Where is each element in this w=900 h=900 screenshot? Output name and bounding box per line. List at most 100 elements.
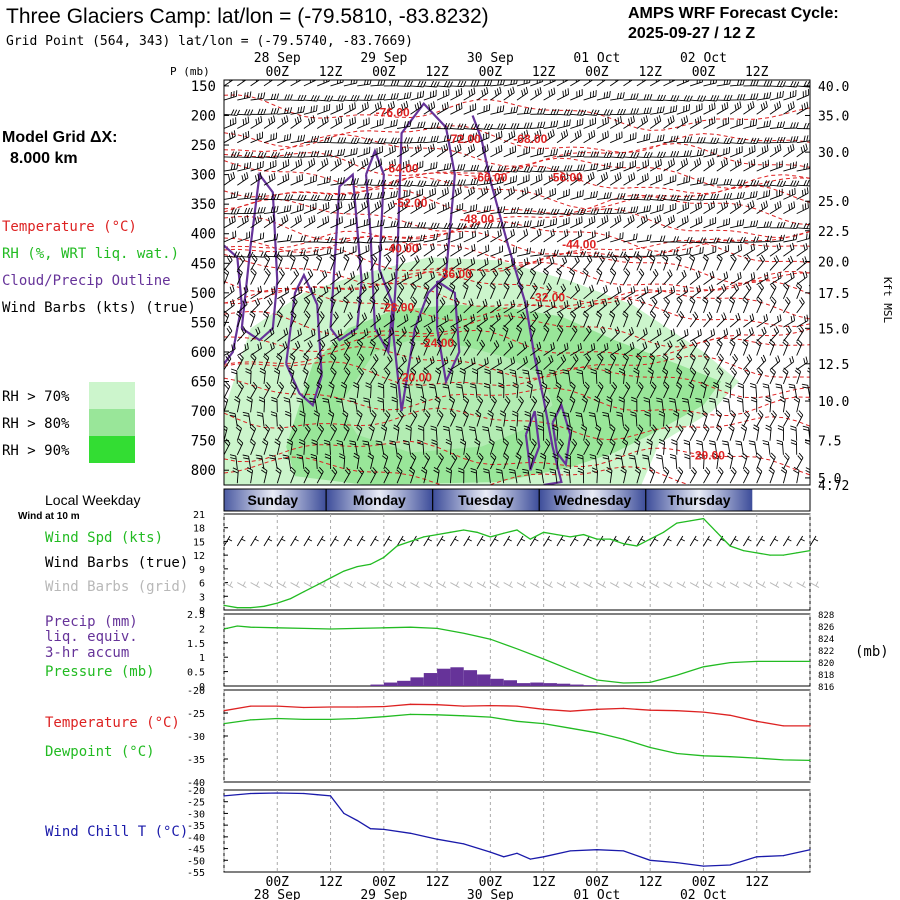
wind-barb: [634, 438, 641, 455]
wind-barb: [290, 80, 302, 87]
wind-barb: [396, 314, 409, 328]
wind-barb: [410, 296, 418, 314]
wind-barb: [410, 160, 424, 172]
grid-wind-barb: [370, 581, 380, 588]
wind-barb: [397, 137, 413, 144]
wind-barb: [743, 190, 758, 200]
kft-tick-label: 35.0: [818, 109, 849, 124]
wind-barb: [716, 117, 730, 129]
wind-barb: [349, 440, 358, 455]
wind-barb: [769, 282, 777, 300]
wind-barb: [276, 310, 283, 328]
wind-barb: [343, 200, 356, 214]
wind-barb: [676, 175, 691, 186]
weekday-segment: [432, 489, 540, 511]
surface-wind-barb: [689, 535, 699, 547]
wind-barb: [569, 438, 578, 456]
wind-barb: [370, 367, 378, 385]
weekday-name: Tuesday: [458, 492, 514, 508]
wind-barb: [783, 233, 798, 243]
wind-barb: [224, 379, 225, 384]
wind-barb: [690, 149, 705, 158]
wind-barb: [237, 91, 252, 101]
wind-barb: [756, 282, 764, 300]
wind-chill-line-point: [543, 856, 545, 858]
wind-barb: [396, 144, 409, 158]
wind-barb: [650, 151, 666, 158]
grid-wind-barb: [250, 581, 260, 588]
wind-barb: [417, 439, 425, 455]
bottom-hour-label: 00Z: [372, 875, 396, 890]
wind-speed-line-point: [516, 529, 518, 531]
wind-barb: [224, 215, 236, 229]
wind-barb: [596, 381, 604, 399]
wind-barb: [250, 254, 258, 271]
wind-barb: [663, 151, 680, 158]
wind-barb: [689, 353, 696, 370]
wind-barb: [383, 327, 395, 342]
wind-barb: [315, 253, 323, 271]
wind-barb: [623, 254, 630, 271]
wind-barb: [716, 467, 724, 484]
wind-barb: [237, 192, 253, 200]
wind-barb: [370, 158, 383, 172]
precip-bar: [517, 683, 531, 686]
wind-barb: [357, 178, 373, 186]
wind-barb: [729, 146, 743, 158]
wind-barb: [741, 452, 748, 470]
pressure-tick-label: 350: [191, 197, 216, 213]
wind-barb: [263, 253, 271, 271]
wind-barb: [383, 190, 398, 200]
wind-barb: [583, 151, 600, 158]
wind-barb: [689, 467, 697, 484]
wind-barb: [716, 283, 727, 300]
wind-speed-line-point: [702, 517, 705, 520]
precip-liq-label: liq. equiv.: [45, 629, 138, 645]
wind-barb: [770, 222, 786, 229]
wind-barb: [676, 115, 689, 129]
wind-barb: [303, 174, 317, 186]
surface-wind-barb: [676, 535, 686, 547]
wind-barb: [370, 467, 377, 484]
weekday-segment: [326, 489, 433, 511]
wind-barb: [356, 339, 364, 356]
dewpoint-line-point: [383, 716, 385, 718]
temperature-line-point: [409, 703, 412, 705]
wind-barb: [423, 222, 440, 229]
wind-barb: [790, 425, 798, 441]
top-hour-label: 00Z: [585, 65, 609, 80]
wind-barb: [523, 425, 531, 441]
grid-wind-barb: [263, 581, 274, 588]
precip-bar: [463, 670, 478, 686]
wind-barb: [557, 250, 573, 257]
wind-barb: [447, 367, 454, 384]
precip-bar: [490, 678, 504, 686]
wind-barb: [543, 355, 554, 371]
cloud-outline: [224, 101, 572, 485]
wind-barb: [689, 424, 697, 441]
wind-barb: [583, 109, 600, 116]
wind-barb: [450, 163, 466, 172]
wind-barb: [516, 122, 533, 129]
pressure-tick-label: 826: [818, 623, 834, 633]
wind-barb: [743, 179, 760, 187]
wind-barb: [743, 327, 754, 342]
wind-barb: [263, 151, 280, 159]
wind-barb: [330, 157, 342, 172]
wind-barb: [463, 178, 479, 186]
wind-barb: [769, 367, 776, 385]
wind-barb: [703, 217, 717, 229]
panel-y-tick-label: 0: [199, 606, 205, 617]
wind-barb: [623, 108, 639, 115]
wind-barb: [756, 326, 767, 342]
wind-barb: [676, 269, 687, 285]
wind-barb: [636, 268, 645, 285]
wind-barb: [476, 123, 494, 131]
wind-barb: [562, 369, 571, 384]
wind-barb: [623, 286, 636, 300]
wind-barb: [742, 466, 750, 484]
temperature-line-point: [702, 711, 705, 713]
top-hour-label: 12Z: [532, 65, 556, 80]
wind-barb: [450, 270, 461, 285]
